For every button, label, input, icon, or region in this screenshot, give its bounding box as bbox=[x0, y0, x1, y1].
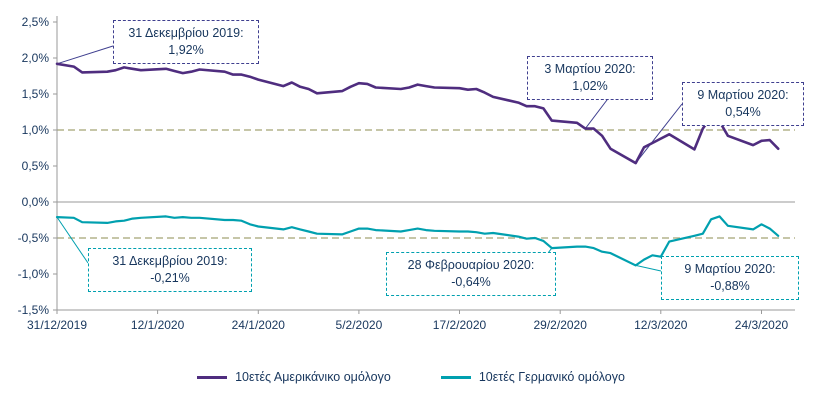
chart-canvas: 2,5%2,0%1,5%1,0%0,5%0,0%-0,5%-1,0%-1,5%3… bbox=[18, 15, 795, 332]
annotation-date-label: 31 Δεκεμβρίου 2019: bbox=[112, 254, 228, 268]
legend-item-de-bond: 10ετές Γερμανικό ομόλογο bbox=[440, 370, 625, 384]
svg-text:-1,5%: -1,5% bbox=[18, 303, 50, 317]
svg-text:17/2/2020: 17/2/2020 bbox=[433, 318, 487, 332]
legend-item-us-bond: 10ετές Αμερικάνικο ομόλογο bbox=[197, 370, 391, 384]
annotation-us-31-dec-2019: 31 Δεκεμβρίου 2019: 1,92% bbox=[113, 20, 259, 64]
svg-text:29/2/2020: 29/2/2020 bbox=[534, 318, 588, 332]
svg-text:1,0%: 1,0% bbox=[22, 123, 50, 137]
annotation-date-label: 28 Φεβρουαρίου 2020: bbox=[407, 258, 535, 272]
annotation-value-label: -0,64% bbox=[451, 274, 491, 289]
annotation-us-9-mar-2020: 9 Μαρτίου 2020: 0,54% bbox=[682, 82, 804, 126]
annotation-date-label: 9 Μαρτίου 2020: bbox=[697, 88, 789, 102]
annotation-de-9-mar-2020: 9 Μαρτίου 2020: -0,88% bbox=[661, 256, 799, 300]
legend-label-us: 10ετές Αμερικάνικο ομόλογο bbox=[235, 370, 391, 384]
svg-text:31/12/2019: 31/12/2019 bbox=[27, 318, 87, 332]
svg-text:0,0%: 0,0% bbox=[22, 195, 50, 209]
annotation-value-label: -0,21% bbox=[150, 270, 190, 285]
svg-text:-0,5%: -0,5% bbox=[18, 231, 50, 245]
svg-text:2,0%: 2,0% bbox=[22, 51, 50, 65]
annotation-value-label: -0,88% bbox=[710, 278, 750, 293]
annotation-date-label: 9 Μαρτίου 2020: bbox=[684, 262, 776, 276]
svg-text:1,5%: 1,5% bbox=[22, 87, 50, 101]
svg-text:12/3/2020: 12/3/2020 bbox=[634, 318, 688, 332]
svg-text:0,5%: 0,5% bbox=[22, 159, 50, 173]
svg-text:5/2/2020: 5/2/2020 bbox=[336, 318, 383, 332]
annotation-value-label: 1,92% bbox=[168, 42, 204, 57]
annotation-de-31-dec-2019: 31 Δεκεμβρίου 2019: -0,21% bbox=[88, 248, 252, 292]
legend-line-de-icon bbox=[440, 375, 471, 379]
chart-legend: 10ετές Αμερικάνικο ομόλογο 10ετές Γερμαν… bbox=[0, 370, 822, 384]
svg-text:24/1/2020: 24/1/2020 bbox=[232, 318, 286, 332]
annotation-de-28-feb-2020: 28 Φεβρουαρίου 2020: -0,64% bbox=[386, 252, 556, 296]
annotation-us-3-mar-2020: 3 Μαρτίου 2020: 1,02% bbox=[527, 56, 653, 100]
annotation-date-label: 3 Μαρτίου 2020: bbox=[544, 62, 636, 76]
svg-text:12/1/2020: 12/1/2020 bbox=[131, 318, 185, 332]
svg-text:24/3/2020: 24/3/2020 bbox=[735, 318, 789, 332]
svg-text:2,5%: 2,5% bbox=[22, 15, 50, 29]
annotation-date-label: 31 Δεκεμβρίου 2019: bbox=[128, 26, 244, 40]
annotation-value-label: 0,54% bbox=[725, 104, 761, 119]
annotation-value-label: 1,02% bbox=[572, 78, 608, 93]
legend-line-us-icon bbox=[197, 375, 228, 379]
svg-text:-1,0%: -1,0% bbox=[18, 267, 50, 281]
legend-label-de: 10ετές Γερμανικό ομόλογο bbox=[478, 370, 625, 384]
